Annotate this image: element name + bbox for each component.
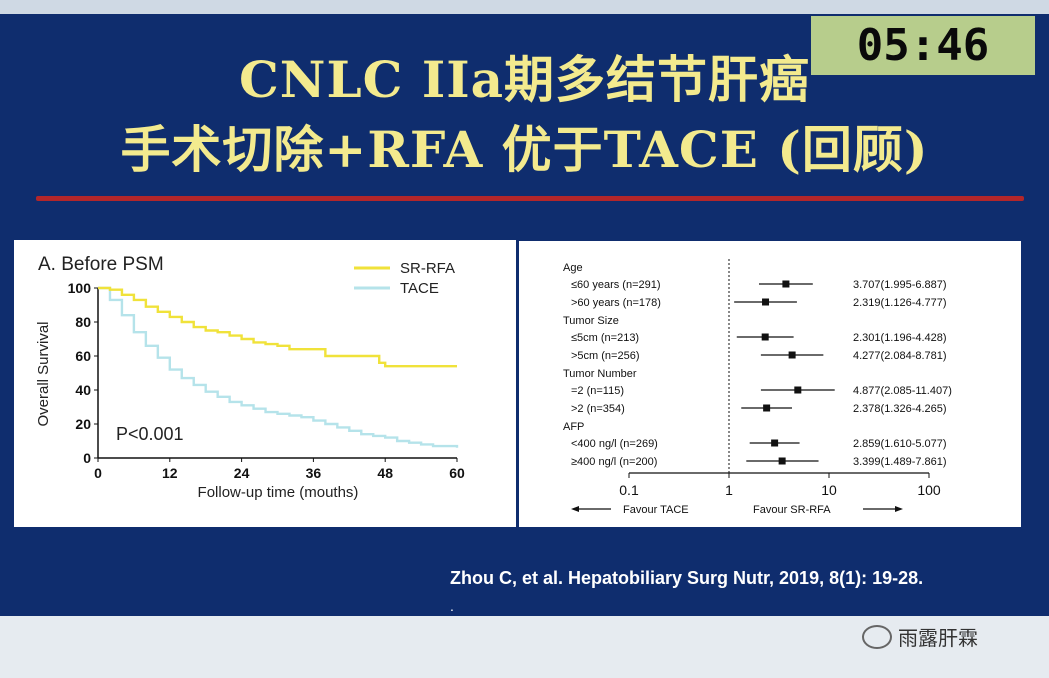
km-x-tick-label: 24 <box>234 465 250 481</box>
forest-group-label: Tumor Size <box>563 315 619 327</box>
top-strip <box>0 0 1049 16</box>
forest-hr-text: 2.378(1.326-4.265) <box>853 403 947 415</box>
favour-right-label: Favour SR-RFA <box>753 504 831 516</box>
forest-row-label: ≤60 years (n=291) <box>571 279 661 291</box>
forest-hr-marker <box>771 439 779 447</box>
forest-hr-marker <box>762 298 770 306</box>
forest-hr-marker <box>788 351 796 359</box>
countdown-timer: 05:46 <box>811 16 1035 75</box>
forest-group-label: AFP <box>563 421 584 433</box>
forest-hr-text: 2.859(1.610-5.077) <box>853 438 947 450</box>
forest-row-label: =2 (n=115) <box>571 385 624 397</box>
brand-watermark: 雨露肝霖 <box>862 622 978 651</box>
km-legend: SR-RFA TACE <box>354 260 455 297</box>
km-x-tick-label: 12 <box>162 465 178 481</box>
forest-row-label: <400 ng/l (n=269) <box>571 438 658 450</box>
favour-left-group: Favour TACE <box>571 504 689 516</box>
forest-hr-text: 4.877(2.085-11.407) <box>853 385 952 397</box>
forest-x-tick-label: 0.1 <box>619 482 639 498</box>
forest-group-label: Tumor Number <box>563 368 637 380</box>
forest-plot-panel: Age ≤60 years (n=291) 3.707(1.995-6.887) >6… <box>519 241 1021 527</box>
forest-hr-text: 4.277(2.084-8.781) <box>853 350 947 362</box>
forest-hr-marker <box>782 280 790 288</box>
forest-x-tick-label: 100 <box>917 482 941 498</box>
forest-x-tick-label: 1 <box>725 482 733 498</box>
km-y-tick-label: 40 <box>75 382 91 398</box>
forest-rows: Age ≤60 years (n=291) 3.707(1.995-6.887) >6… <box>563 262 952 468</box>
forest-hr-text: 3.707(1.995-6.887) <box>853 279 947 291</box>
citation: Zhou C, et al. Hepatobiliary Surg Nutr, … <box>450 568 924 588</box>
km-x-tick-label: 60 <box>449 465 465 481</box>
forest-hr-text: 3.399(1.489-7.861) <box>853 456 947 468</box>
forest-hr-marker <box>761 333 769 341</box>
km-xlabel: Follow-up time (mouths) <box>198 484 359 501</box>
km-ylabel: Overall Survival <box>35 321 52 426</box>
favour-left-arrowhead <box>571 506 579 512</box>
slide-title-line1: CNLC IIa期多结节肝癌 <box>238 50 811 109</box>
forest-hr-text: 2.301(1.196-4.428) <box>853 332 947 344</box>
km-x-tick-label: 0 <box>94 465 102 481</box>
forest-row-label: ≥400 ng/l (n=200) <box>571 456 657 468</box>
km-panel-title: A. Before PSM <box>38 254 164 275</box>
chat-bubble-icon <box>862 624 892 649</box>
km-line-tace <box>98 286 459 448</box>
forest-row-label: >60 years (n=178) <box>571 297 661 309</box>
km-x-tick-label: 36 <box>306 465 322 481</box>
km-y-tick-label: 60 <box>75 348 91 364</box>
km-chart: A. Before PSM SR-RFA TACE 0 12 24 36 48 60 0 20 4… <box>35 254 465 501</box>
km-y-tick-label: 100 <box>68 280 92 296</box>
brand-name: 雨露肝霖 <box>898 628 978 650</box>
km-axes: 0 12 24 36 48 60 0 20 40 60 80 100 <box>68 280 465 481</box>
forest-row-label: ≤5cm (n=213) <box>571 332 639 344</box>
km-chart-panel: A. Before PSM SR-RFA TACE 0 12 24 36 48 60 0 20 4… <box>14 240 516 527</box>
forest-x-tick-label: 10 <box>821 482 837 498</box>
km-x-tick-label: 48 <box>377 465 393 481</box>
forest-axis: 0.1 1 10 100 <box>619 259 941 498</box>
km-y-tick-label: 20 <box>75 416 91 432</box>
km-y-tick-label: 80 <box>75 314 91 330</box>
forest-plot: Age ≤60 years (n=291) 3.707(1.995-6.887) >6… <box>563 259 952 516</box>
title-divider <box>36 196 1024 201</box>
citation-dot: . <box>450 598 454 614</box>
forest-group-label: Age <box>563 262 583 274</box>
km-legend-label: SR-RFA <box>400 260 455 277</box>
km-lines <box>98 286 459 448</box>
km-y-tick-label: 0 <box>83 450 91 466</box>
km-line-sr-rfa <box>98 286 457 368</box>
forest-hr-text: 2.319(1.126-4.777) <box>853 297 947 309</box>
favour-right-arrowhead <box>895 506 903 512</box>
forest-hr-marker <box>763 404 771 412</box>
km-legend-label: TACE <box>400 280 439 297</box>
forest-row-label: >2 (n=354) <box>571 403 625 415</box>
forest-hr-marker <box>794 386 802 394</box>
km-pvalue: P<0.001 <box>116 424 184 444</box>
forest-row-label: >5cm (n=256) <box>571 350 639 362</box>
forest-hr-marker <box>778 457 786 465</box>
favour-left-label: Favour TACE <box>623 504 689 516</box>
slide-title-line2: 手术切除+RFA 优于TACE (回顾) <box>120 120 929 179</box>
favour-right-group: Favour SR-RFA <box>753 504 903 516</box>
